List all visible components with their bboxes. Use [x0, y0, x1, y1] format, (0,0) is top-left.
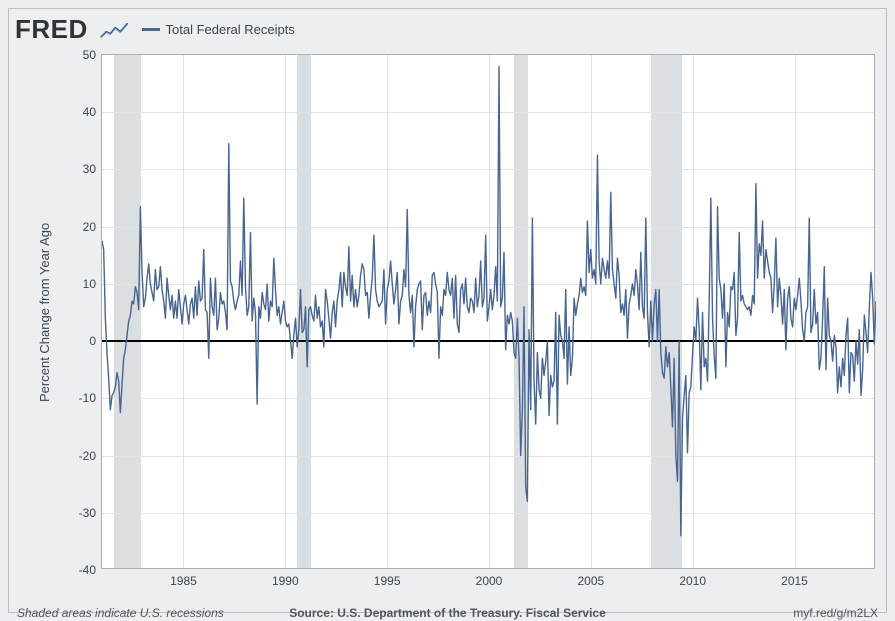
y-tick-label: -10	[79, 391, 102, 405]
fred-logo: FRED	[15, 14, 128, 45]
x-tick-label: 2015	[781, 568, 808, 588]
y-tick-label: 50	[83, 48, 102, 62]
y-tick-label: 20	[83, 220, 102, 234]
legend-swatch	[142, 28, 160, 31]
top-bar: FRED Total Federal Receipts	[9, 9, 886, 49]
y-tick-label: -20	[79, 449, 102, 463]
x-tick-label: 2005	[577, 568, 604, 588]
legend-label: Total Federal Receipts	[166, 22, 295, 37]
legend: Total Federal Receipts	[142, 22, 295, 37]
y-tick-label: -30	[79, 506, 102, 520]
y-tick-label: 40	[83, 105, 102, 119]
y-tick-label: 30	[83, 162, 102, 176]
x-tick-label: 2000	[476, 568, 503, 588]
recession-note: Shaded areas indicate U.S. recessions	[17, 606, 224, 620]
fred-logo-icon	[100, 23, 128, 39]
x-tick-label: 2010	[679, 568, 706, 588]
y-tick-label: 10	[83, 277, 102, 291]
plot-area: -40-30-20-100102030405019851990199520002…	[101, 54, 875, 569]
series-line	[102, 55, 876, 570]
y-tick-label: 0	[89, 334, 102, 348]
x-tick-label: 1990	[272, 568, 299, 588]
fred-logo-text: FRED	[15, 14, 88, 44]
y-tick-label: -40	[79, 563, 102, 577]
short-url: myf.red/g/m2LX	[793, 606, 878, 620]
chart-frame: FRED Total Federal Receipts -40-30-20-10…	[8, 8, 887, 613]
source-text: Source: U.S. Department of the Treasury.…	[289, 606, 606, 620]
x-tick-label: 1995	[374, 568, 401, 588]
x-tick-label: 1985	[170, 568, 197, 588]
y-axis-title: Percent Change from Year Ago	[37, 222, 52, 401]
